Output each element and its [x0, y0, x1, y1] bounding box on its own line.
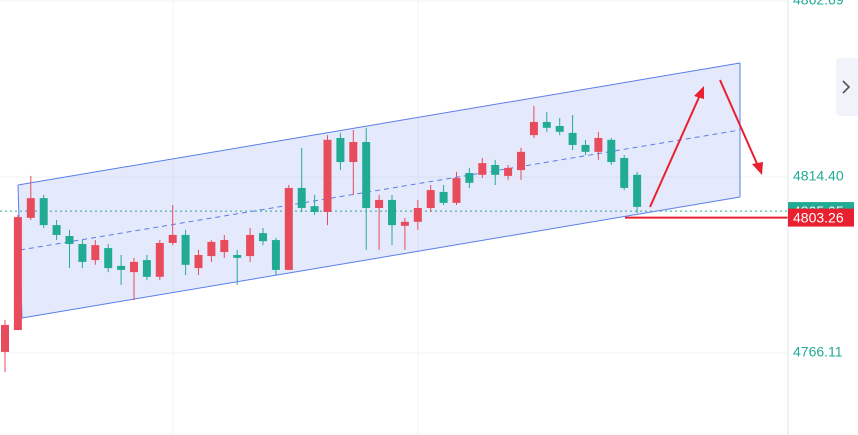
candle-body	[633, 174, 642, 207]
arrow-down	[719, 79, 759, 167]
candle-body	[91, 245, 100, 261]
candle-body	[517, 151, 525, 171]
candle-body	[310, 206, 319, 212]
candle-body	[504, 167, 513, 176]
candle-body	[78, 244, 87, 262]
candle-body	[620, 158, 629, 188]
channel-median	[19, 129, 741, 251]
y-tick-label: 4766.11	[793, 344, 843, 360]
candle-body	[220, 240, 229, 253]
channel-bottom	[21, 196, 741, 319]
arrow-head	[752, 162, 763, 175]
candle-body	[542, 121, 551, 128]
candle-body	[581, 144, 590, 152]
candle-body	[207, 241, 216, 257]
candle-body	[375, 199, 384, 208]
candle-body	[155, 242, 164, 277]
candle-body	[142, 260, 151, 277]
candle-body	[65, 236, 74, 245]
candle-body	[388, 199, 396, 226]
candle-body	[39, 198, 48, 226]
candles	[1, 105, 642, 372]
candle-body	[130, 261, 138, 273]
y-tick-label: 4814.40	[793, 168, 844, 184]
candle-body	[452, 178, 461, 203]
candle-body	[568, 132, 577, 145]
collapse-button[interactable]	[836, 58, 858, 116]
chevron-icon	[842, 80, 851, 94]
candle-body	[168, 234, 177, 243]
channel-top	[17, 62, 741, 186]
candle-body	[439, 191, 448, 203]
candle-body	[594, 138, 603, 152]
candle-body	[246, 234, 255, 257]
arrow-up	[649, 94, 701, 208]
candle-body	[13, 217, 22, 331]
y-tick-label: 4862.69	[793, 0, 844, 8]
candle-body	[465, 172, 474, 183]
candle-body	[52, 225, 61, 235]
candle-body	[529, 121, 538, 136]
candle-body	[284, 187, 293, 270]
candle-body	[323, 139, 332, 212]
candle-body	[555, 125, 564, 132]
button-bg[interactable]	[836, 58, 858, 116]
overlay	[649, 79, 763, 208]
candle-body	[413, 207, 422, 222]
arrow-head	[694, 86, 704, 99]
candle-body	[400, 221, 409, 226]
candle-body	[104, 248, 113, 269]
candle-body	[194, 254, 203, 269]
candle-body	[271, 240, 280, 270]
candle-body	[478, 163, 487, 175]
candle-body	[259, 233, 267, 242]
candle-body	[181, 234, 190, 265]
candle-body	[349, 142, 358, 163]
candle-body	[491, 164, 500, 175]
candle-body	[426, 190, 435, 208]
candle-body	[362, 142, 371, 208]
candle-body	[607, 139, 616, 163]
candle-body	[117, 265, 126, 270]
candle-body	[1, 324, 9, 352]
price-label: 4803.26	[793, 209, 844, 225]
price-label-bg	[788, 208, 854, 227]
candle-body	[297, 187, 306, 208]
candle-body	[233, 254, 242, 258]
candle-body	[26, 198, 35, 218]
candle-body	[336, 138, 345, 163]
